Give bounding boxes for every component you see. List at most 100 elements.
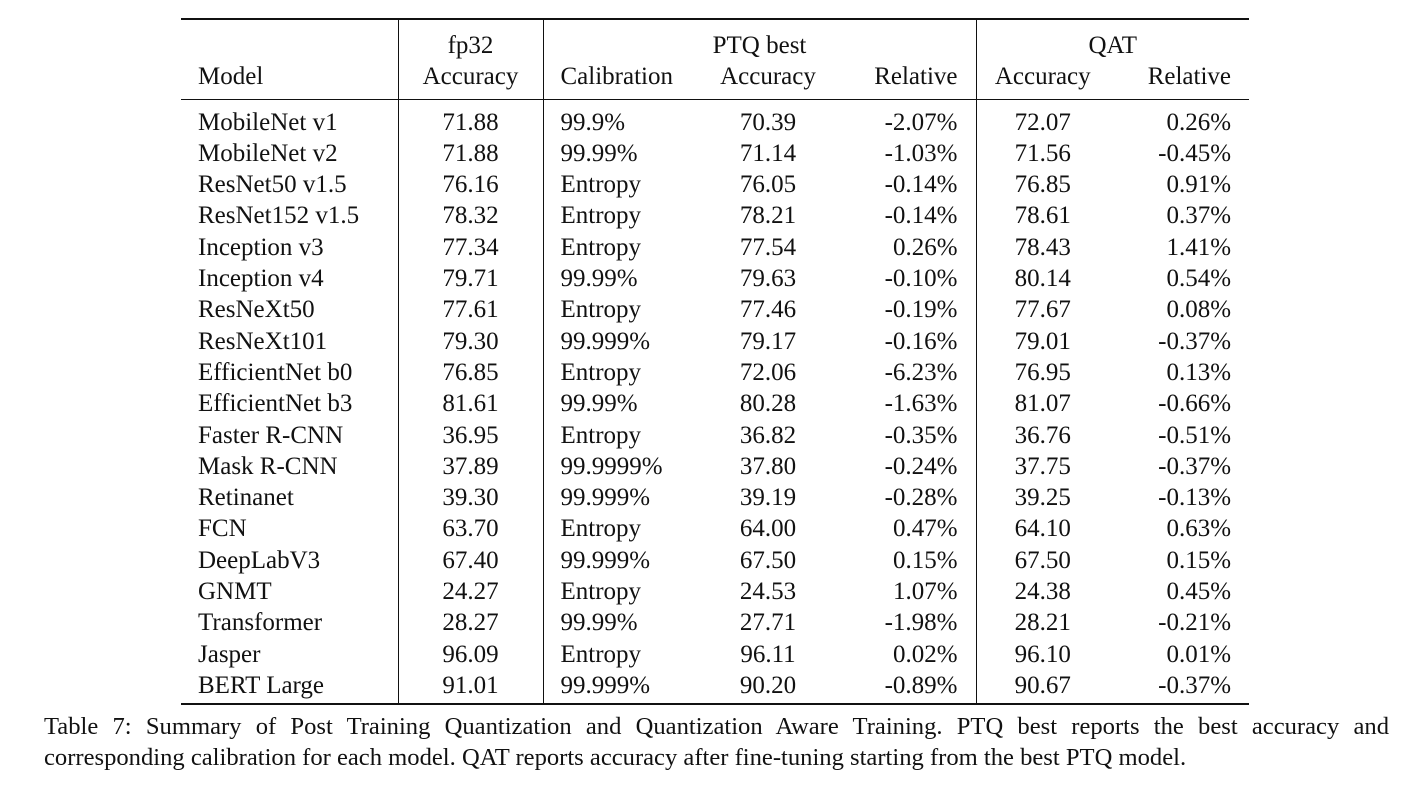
cell-ptq-accuracy: 72.06: [739, 358, 797, 386]
cell-fp32-accuracy: 77.34: [397, 231, 543, 264]
cell-qat-relative: -0.13%: [1158, 484, 1232, 512]
cell-qat-relative: 0.15%: [1166, 546, 1232, 574]
cell-ptq-calibration: Entropy: [542, 419, 705, 451]
cell-fp32-accuracy: 67.40: [397, 544, 543, 577]
cell-qat-relative: -0.66%: [1158, 390, 1232, 418]
cell-ptq-relative: -0.89%: [884, 671, 958, 699]
cell-qat-accuracy: 76.95: [975, 356, 1110, 389]
cell-ptq-accuracy: 77.54: [739, 233, 797, 261]
header-ptq-calibration: Calibration: [542, 61, 705, 100]
cell-fp32-accuracy: 37.89: [397, 450, 543, 483]
cell-ptq-relative: -1.98%: [884, 609, 958, 637]
cell-qat-accuracy: 79.01: [975, 325, 1110, 357]
table-row: ResNeXt101 79.30 99.999% 79.17 -0.16% 79.01 -0…: [181, 325, 1249, 357]
cell-ptq-calibration: Entropy: [542, 576, 705, 608]
cell-model: Jasper: [198, 640, 261, 668]
cell-ptq-relative: 0.26%: [892, 233, 958, 261]
cell-ptq-calibration: 99.9999%: [542, 450, 705, 483]
table-row: ResNet152 v1.5 78.32 Entropy 78.21 -0.14% 78.…: [181, 200, 1249, 232]
cell-ptq-calibration: Entropy: [542, 231, 705, 264]
cell-ptq-relative: -0.10%: [884, 265, 958, 293]
cell-ptq-calibration: 99.99%: [542, 607, 705, 639]
cell-model: ResNet152 v1.5: [198, 202, 360, 230]
cell-model: ResNeXt101: [198, 327, 328, 355]
cell-qat-relative: 0.91%: [1166, 171, 1232, 199]
cell-ptq-relative: -0.35%: [884, 421, 958, 449]
header-fp32-accuracy: Accuracy: [397, 61, 543, 100]
cell-qat-accuracy: 37.75: [975, 450, 1110, 483]
cell-qat-accuracy: 71.56: [975, 137, 1110, 170]
table-row: BERT Large 91.01 99.999% 90.20 -0.89% 90.67 -0…: [181, 669, 1250, 705]
cell-qat-relative: 0.13%: [1166, 358, 1232, 386]
cell-ptq-accuracy: 79.17: [739, 327, 797, 355]
cell-model: MobileNet v1: [198, 108, 338, 136]
cell-ptq-relative: -1.63%: [884, 390, 958, 418]
cell-ptq-relative: -6.23%: [884, 358, 958, 386]
cell-fp32-accuracy: 71.88: [397, 99, 543, 138]
cell-fp32-accuracy: 63.70: [397, 513, 543, 545]
table-row: Faster R-CNN 36.95 Entropy 36.82 -0.35% 36.76…: [181, 419, 1249, 451]
cell-ptq-relative: 0.02%: [892, 640, 958, 668]
header-fp32-group: fp32: [397, 19, 543, 62]
cell-ptq-relative: -2.07%: [884, 108, 958, 136]
cell-ptq-accuracy: 37.80: [739, 452, 797, 480]
cell-qat-accuracy: 78.43: [975, 231, 1110, 264]
cell-qat-relative: -0.37%: [1158, 327, 1232, 355]
cell-fp32-accuracy: 71.88: [397, 137, 543, 170]
cell-ptq-accuracy: 64.00: [739, 515, 797, 543]
cell-fp32-accuracy: 78.32: [397, 200, 543, 232]
cell-model: Retinanet: [198, 484, 294, 512]
cell-qat-accuracy: 67.50: [975, 544, 1110, 577]
table-header: fp32 PTQ best QAT Model Accuracy Calibra…: [181, 19, 1250, 100]
cell-qat-relative: 1.41%: [1166, 233, 1232, 261]
cell-fp32-accuracy: 81.61: [397, 388, 543, 420]
header-empty: [181, 19, 398, 61]
cell-model: MobileNet v2: [198, 139, 338, 167]
table-row: Jasper 96.09 Entropy 96.11 0.02% 96.10 0.01%: [181, 638, 1249, 670]
table-row: Inception v4 79.71 99.99% 79.63 -0.10% 80.14 0…: [181, 263, 1249, 295]
cell-qat-accuracy: 72.07: [975, 99, 1110, 138]
cell-qat-relative: 0.26%: [1166, 108, 1232, 136]
cell-ptq-calibration: 99.999%: [542, 482, 705, 514]
cell-qat-accuracy: 76.85: [975, 169, 1110, 201]
cell-fp32-accuracy: 79.30: [397, 325, 543, 357]
cell-ptq-accuracy: 24.53: [739, 578, 797, 606]
results-table: fp32 PTQ best QAT Model Accuracy Calibra…: [181, 18, 1250, 705]
cell-ptq-relative: -1.03%: [884, 139, 958, 167]
cell-model: Inception v3: [198, 233, 324, 261]
cell-ptq-calibration: 99.9%: [542, 99, 705, 138]
cell-ptq-calibration: 99.999%: [542, 544, 705, 577]
cell-qat-relative: 0.54%: [1166, 265, 1232, 293]
cell-qat-accuracy: 90.67: [975, 669, 1110, 705]
cell-qat-accuracy: 96.10: [975, 638, 1110, 670]
cell-ptq-accuracy: 67.50: [739, 546, 797, 574]
cell-ptq-accuracy: 90.20: [739, 671, 797, 699]
cell-qat-accuracy: 28.21: [975, 607, 1110, 639]
cell-qat-accuracy: 36.76: [975, 419, 1110, 451]
header-sub-row: Model Accuracy Calibration Accuracy Rela…: [181, 61, 1250, 100]
cell-ptq-relative: 0.15%: [892, 546, 958, 574]
cell-ptq-calibration: Entropy: [542, 294, 705, 326]
table-row: MobileNet v1 71.88 99.9% 70.39 -2.07% 72.07 0.…: [181, 99, 1249, 138]
cell-ptq-relative: -0.19%: [884, 296, 958, 324]
cell-ptq-relative: -0.14%: [884, 202, 958, 230]
cell-ptq-accuracy: 80.28: [739, 390, 797, 418]
cell-ptq-calibration: 99.99%: [542, 263, 705, 295]
table-row: EfficientNet b3 81.61 99.99% 80.28 -1.63% 81.…: [181, 388, 1249, 420]
header-ptq-group: PTQ best: [542, 19, 977, 62]
cell-ptq-accuracy: 39.19: [739, 484, 797, 512]
cell-ptq-accuracy: 96.11: [740, 640, 796, 668]
table-row: FCN 63.70 Entropy 64.00 0.47% 64.10 0.63%: [181, 513, 1249, 545]
cell-qat-relative: 0.45%: [1166, 578, 1232, 606]
cell-model: Mask R-CNN: [198, 452, 338, 480]
cell-ptq-calibration: 99.999%: [542, 325, 705, 357]
cell-fp32-accuracy: 77.61: [397, 294, 543, 326]
cell-qat-relative: 0.01%: [1166, 640, 1232, 668]
cell-fp32-accuracy: 76.16: [397, 169, 543, 201]
cell-ptq-relative: -0.14%: [884, 171, 958, 199]
table-row: EfficientNet b0 76.85 Entropy 72.06 -6.23% 76…: [181, 356, 1249, 389]
cell-model: Faster R-CNN: [198, 421, 344, 449]
table-row: ResNet50 v1.5 76.16 Entropy 76.05 -0.14% 76.8…: [181, 169, 1249, 201]
cell-qat-relative: -0.45%: [1158, 139, 1232, 167]
table-body: MobileNet v1 71.88 99.9% 70.39 -2.07% 72.07 0.…: [181, 99, 1250, 705]
